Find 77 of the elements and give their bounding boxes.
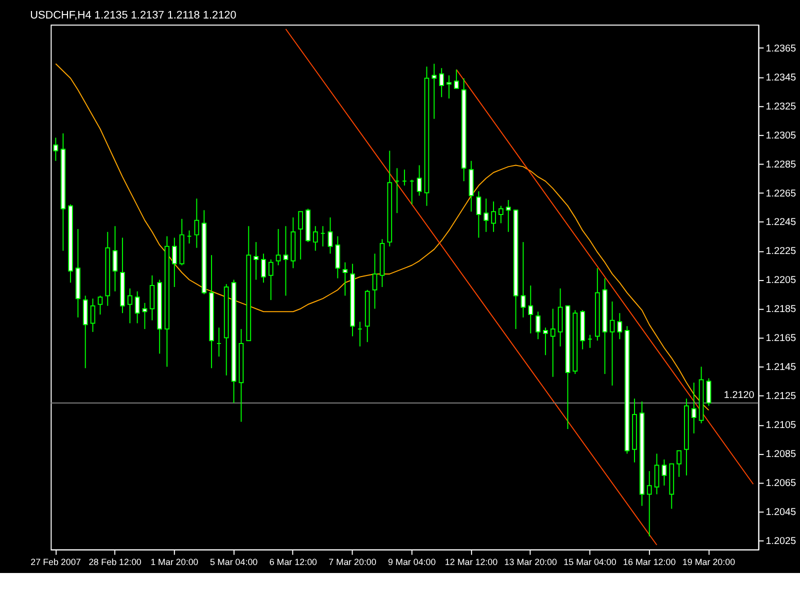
line-series xyxy=(55,63,710,411)
x-tick-label: 12 Mar 12:00 xyxy=(444,556,498,567)
candlestick xyxy=(536,311,540,340)
x-tick-label: 27 Feb 2007 xyxy=(30,556,81,567)
chart-title: USDCHF,H4 1.2135 1.2137 1.2118 1.2120 xyxy=(30,10,236,22)
candlestick xyxy=(476,190,482,238)
candlestick xyxy=(617,312,622,340)
y-tick-label: 1.2025 xyxy=(766,536,797,548)
candlestick xyxy=(706,378,712,406)
candlestick xyxy=(506,200,511,232)
candlestick xyxy=(98,295,103,316)
y-tick-label: 1.2225 xyxy=(766,246,797,258)
x-tick-label: 7 Mar 20:00 xyxy=(328,556,376,567)
y-tick-label: 1.2125 xyxy=(766,391,797,402)
y-tick-label: 1.2345 xyxy=(766,72,797,84)
candlestick xyxy=(328,216,333,254)
candlestick xyxy=(90,298,96,332)
candlestick xyxy=(662,458,667,486)
candlestick xyxy=(142,302,148,330)
y-tick-label: 1.2325 xyxy=(766,101,797,112)
candlestick xyxy=(276,228,281,266)
candlestick xyxy=(520,242,526,318)
candlestick xyxy=(432,63,437,120)
candlestick xyxy=(342,262,348,296)
candlestick xyxy=(112,226,118,292)
candlestick xyxy=(261,253,266,284)
y-tick-label: 1.2105 xyxy=(766,420,797,432)
y-tick-label: 1.2365 xyxy=(766,43,797,54)
ref-line-label: 1.2120 xyxy=(724,390,755,401)
candlestick xyxy=(127,288,132,324)
y-tick-label: 1.2085 xyxy=(766,449,797,460)
candlestick xyxy=(543,327,548,356)
candlestick xyxy=(550,308,556,378)
x-tick-label: 13 Mar 20:00 xyxy=(504,556,557,567)
candlestick xyxy=(312,226,318,252)
candlestick xyxy=(691,382,696,434)
y-tick-label: 1.2305 xyxy=(766,130,797,142)
candlestick xyxy=(283,226,288,296)
candlestick xyxy=(498,205,504,224)
candlestick xyxy=(172,237,177,288)
y-tick-label: 1.2185 xyxy=(766,304,797,316)
y-tick-label: 1.2165 xyxy=(766,333,797,344)
candlestick xyxy=(134,290,140,324)
x-tick-label: 15 Mar 04:00 xyxy=(564,556,616,567)
candlestick xyxy=(335,236,340,279)
candlestick xyxy=(528,285,534,334)
candlestick xyxy=(646,470,652,537)
x-tick-label: 19 Mar 20:00 xyxy=(682,556,736,567)
y-tick-label: 1.2245 xyxy=(766,217,797,228)
candlestick xyxy=(446,74,452,100)
candlestick xyxy=(53,137,58,162)
candlestick xyxy=(491,200,496,232)
candlestick xyxy=(298,211,304,260)
candlestick xyxy=(439,68,444,98)
candlestick xyxy=(676,450,682,478)
x-tick-label: 9 Mar 04:00 xyxy=(388,556,436,567)
candlestick xyxy=(610,300,615,386)
candlestick xyxy=(194,198,200,248)
y-tick-label: 1.2205 xyxy=(766,275,797,286)
candlestick xyxy=(254,242,259,280)
y-tick-label: 1.2045 xyxy=(766,507,797,518)
x-tick-label: 5 Mar 04:00 xyxy=(210,556,258,567)
x-tick-label: 28 Feb 12:00 xyxy=(88,556,142,567)
x-tick-label: 6 Mar 12:00 xyxy=(269,556,318,567)
candlestick xyxy=(484,198,489,232)
y-tick-label: 1.2145 xyxy=(766,362,797,374)
x-tick-label: 1 Mar 20:00 xyxy=(150,556,198,567)
y-tick-label: 1.2285 xyxy=(766,159,797,170)
y-tick-label: 1.2265 xyxy=(766,188,797,200)
candlestick xyxy=(416,164,422,196)
candlestick xyxy=(150,274,155,321)
y-tick-label: 1.2065 xyxy=(766,478,797,490)
candlestick xyxy=(654,453,660,495)
x-tick-label: 16 Mar 12:00 xyxy=(623,556,676,567)
candlestick xyxy=(454,69,459,89)
candlestick xyxy=(372,253,378,310)
candlestick xyxy=(268,258,274,301)
